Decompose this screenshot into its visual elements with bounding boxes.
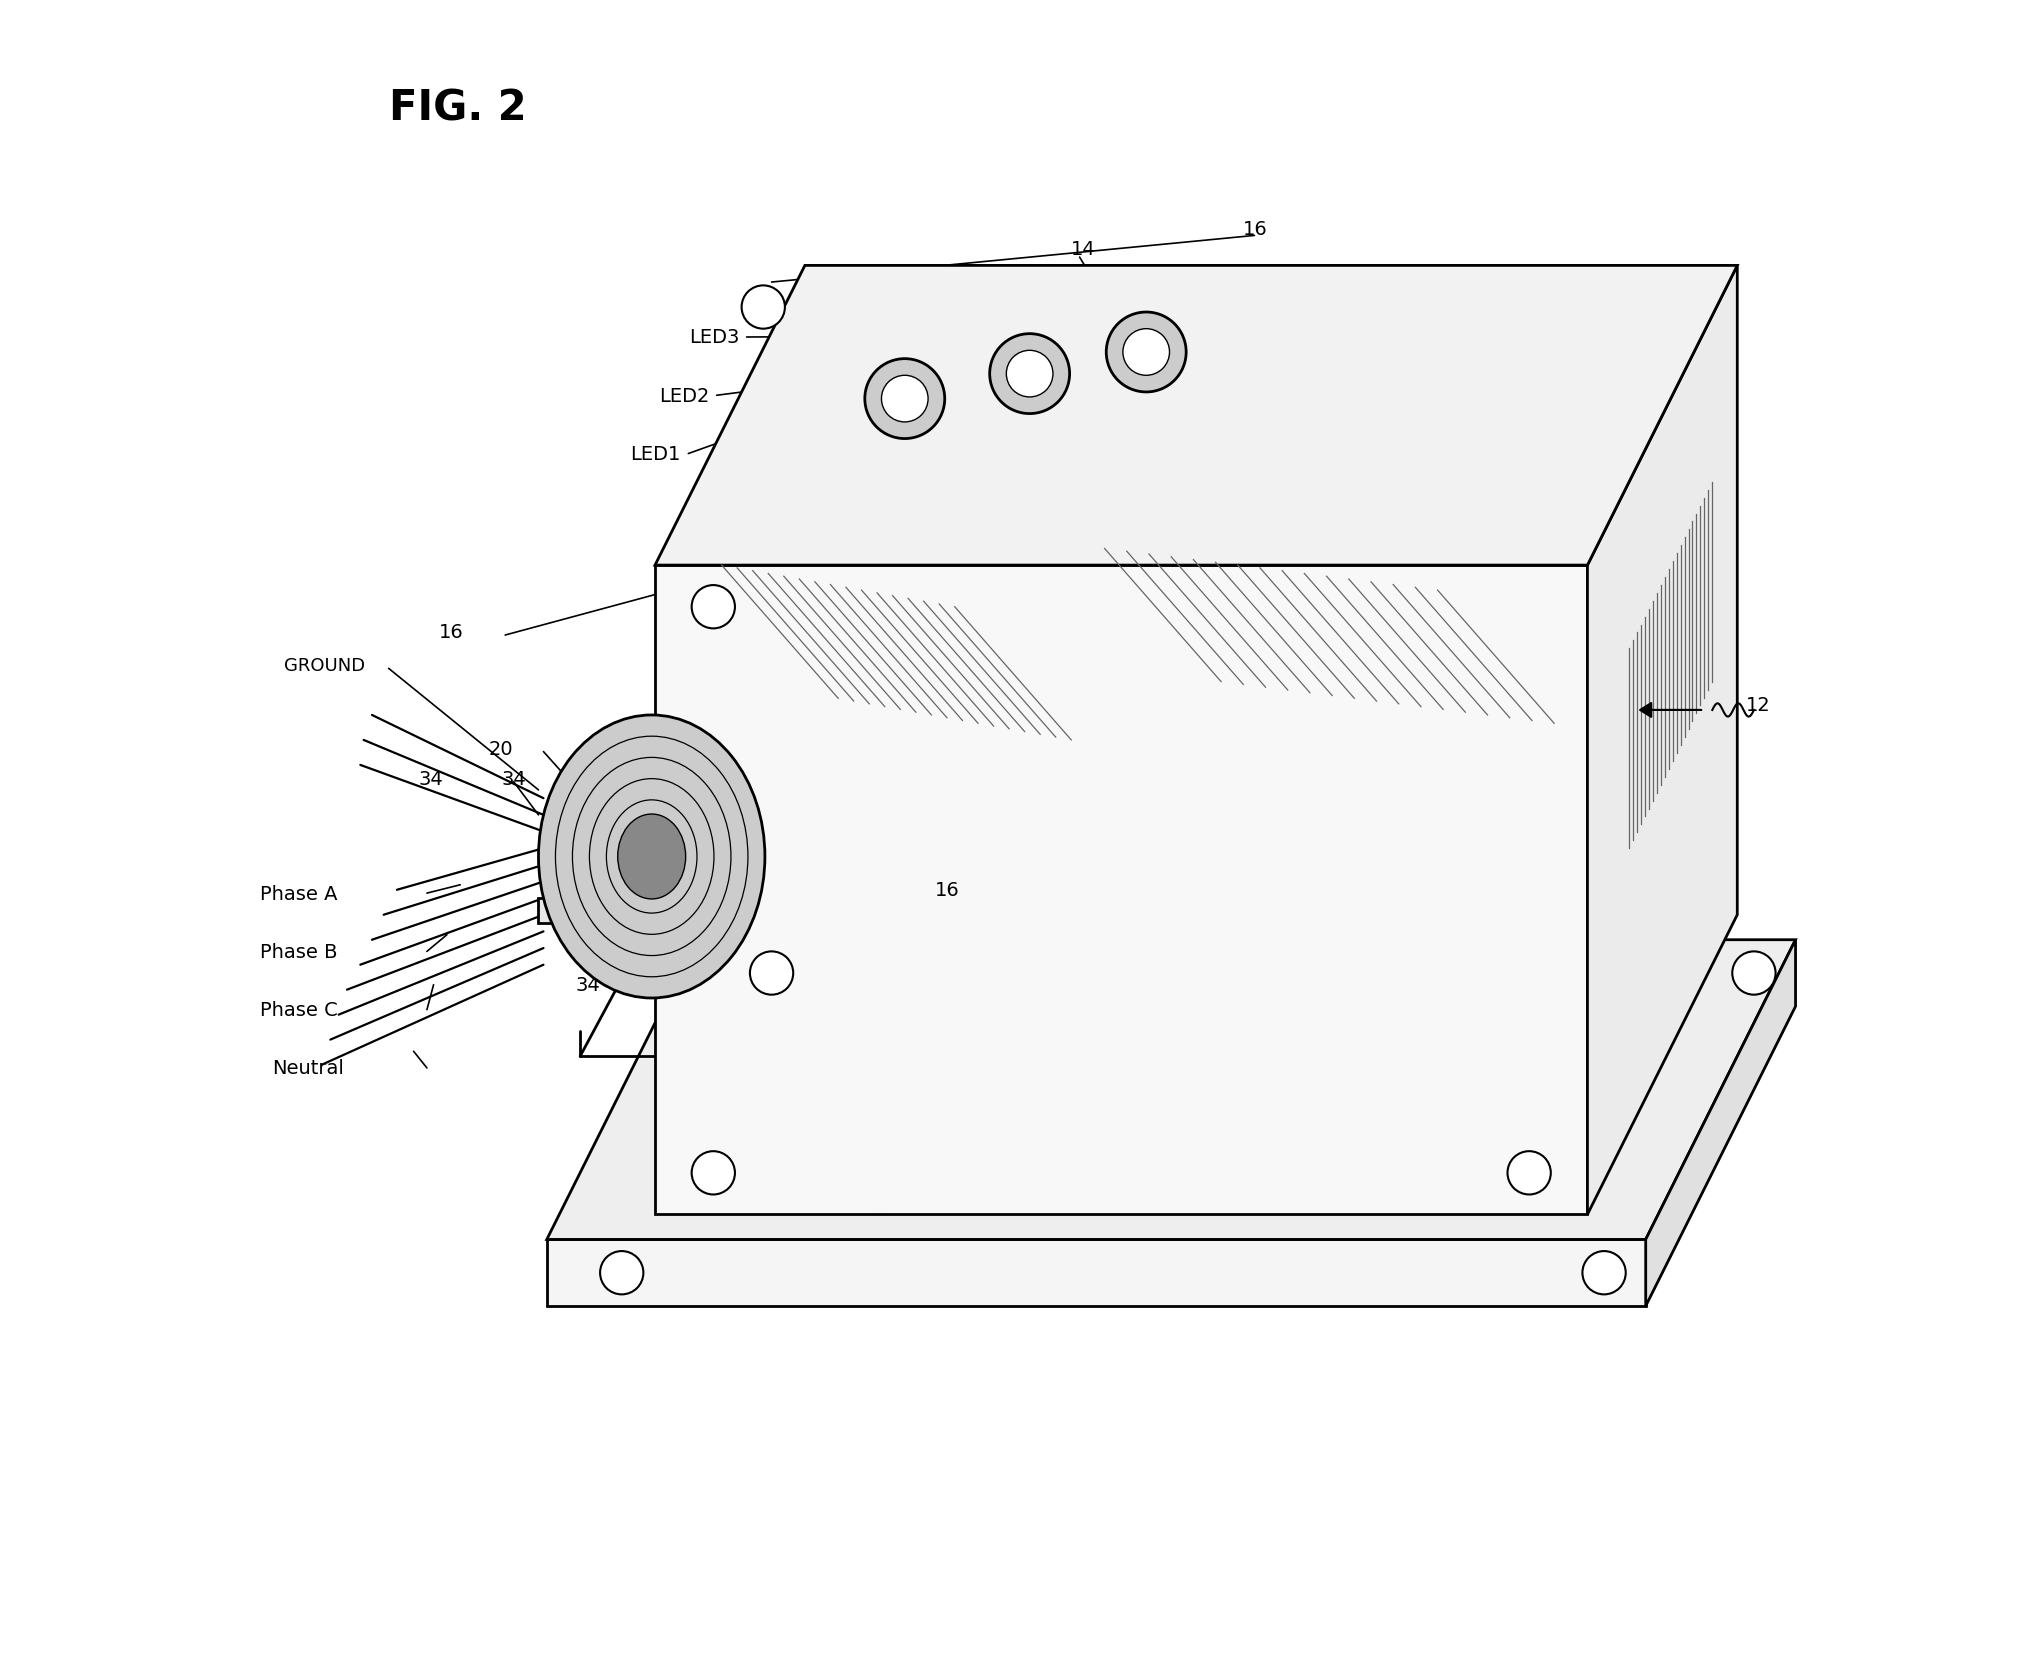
- Text: Neutral: Neutral: [271, 1058, 344, 1078]
- Text: 16: 16: [438, 622, 464, 642]
- Polygon shape: [1588, 266, 1736, 1215]
- Circle shape: [600, 1251, 644, 1295]
- Text: 16: 16: [1242, 220, 1268, 240]
- Text: GROUND: GROUND: [284, 657, 365, 674]
- Text: 16: 16: [934, 880, 960, 900]
- Text: 14: 14: [1072, 240, 1096, 260]
- Text: LED2: LED2: [660, 386, 709, 406]
- Polygon shape: [650, 782, 673, 924]
- Circle shape: [989, 334, 1070, 414]
- Circle shape: [691, 1151, 735, 1195]
- Polygon shape: [539, 899, 673, 924]
- Text: LED3: LED3: [689, 328, 739, 348]
- Ellipse shape: [618, 814, 685, 899]
- Circle shape: [1582, 1251, 1625, 1295]
- Ellipse shape: [539, 716, 766, 998]
- Text: 20: 20: [488, 739, 513, 759]
- Circle shape: [1507, 1151, 1550, 1195]
- Polygon shape: [547, 1240, 1645, 1306]
- Circle shape: [1732, 952, 1775, 995]
- Circle shape: [742, 286, 784, 329]
- Circle shape: [1007, 351, 1054, 398]
- Polygon shape: [1645, 940, 1795, 1306]
- Text: 34: 34: [419, 769, 444, 789]
- Circle shape: [865, 359, 944, 439]
- Circle shape: [1106, 313, 1185, 393]
- Text: Phase A: Phase A: [261, 884, 338, 904]
- Circle shape: [691, 586, 735, 629]
- Text: LED1: LED1: [630, 444, 681, 464]
- Text: 34: 34: [502, 769, 527, 789]
- Text: Phase B: Phase B: [261, 942, 338, 962]
- FancyArrowPatch shape: [1641, 704, 1702, 717]
- Text: Phase C: Phase C: [261, 1000, 338, 1020]
- Circle shape: [750, 952, 794, 995]
- Polygon shape: [547, 940, 1795, 1240]
- Text: 34: 34: [575, 975, 600, 995]
- Polygon shape: [654, 566, 1588, 1215]
- Text: FIG. 2: FIG. 2: [389, 87, 527, 130]
- Text: 16: 16: [1576, 461, 1601, 481]
- Circle shape: [881, 376, 928, 423]
- Text: 12: 12: [1746, 696, 1771, 716]
- Polygon shape: [654, 266, 1736, 566]
- Circle shape: [1122, 329, 1169, 376]
